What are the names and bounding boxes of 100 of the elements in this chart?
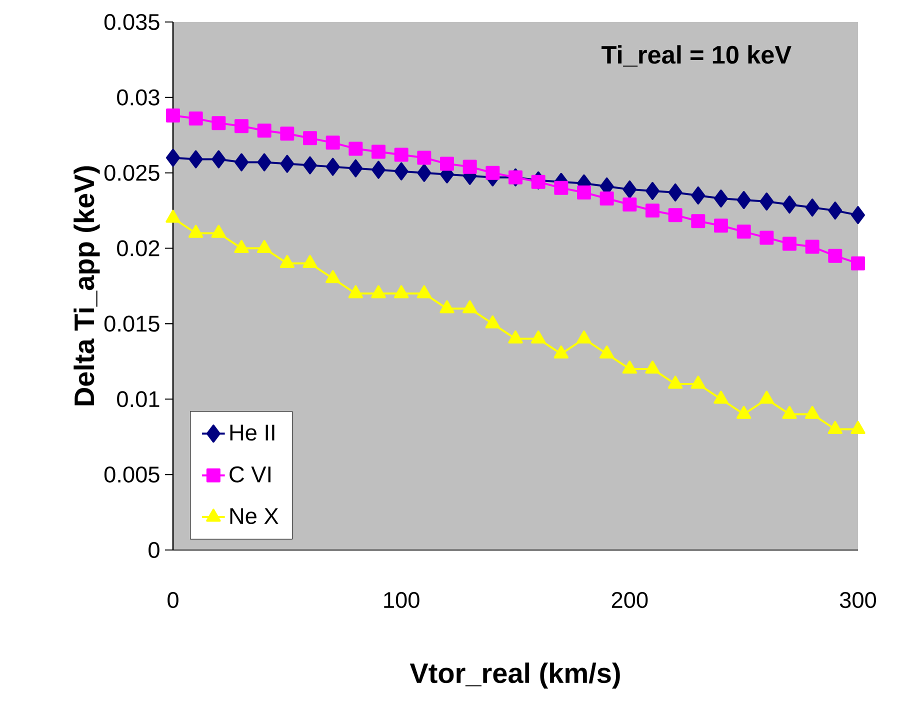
point: [257, 153, 272, 172]
point: [486, 166, 500, 180]
point: [348, 159, 363, 178]
point: [805, 240, 820, 254]
point: [782, 236, 796, 251]
y-tick-label: 0.005: [104, 466, 160, 483]
point: [577, 185, 591, 200]
x-tick-label: 0: [168, 592, 178, 608]
point: [371, 285, 386, 298]
point: [622, 360, 638, 374]
point: [599, 346, 614, 359]
y-axis-title: Delta Ti_app (keV): [74, 166, 100, 406]
y-tick-label: 0.025: [104, 164, 160, 181]
point: [462, 160, 477, 174]
point: [850, 420, 866, 434]
point: [714, 390, 728, 404]
point: [394, 162, 408, 180]
point: [303, 156, 318, 174]
point: [234, 119, 249, 134]
point: [212, 116, 226, 130]
point: [531, 174, 546, 189]
point: [166, 148, 180, 167]
point: [668, 376, 683, 389]
point: [188, 112, 203, 126]
point: [530, 330, 546, 344]
y-tick-label: 0.02: [117, 240, 160, 256]
point: [668, 208, 682, 222]
point: [828, 202, 842, 220]
point: [485, 315, 500, 328]
legend-label: He II: [230, 424, 274, 441]
point: [759, 390, 774, 404]
x-tick-label: 300: [840, 592, 876, 608]
point: [690, 376, 706, 389]
point: [645, 360, 660, 374]
point: [600, 191, 614, 206]
point: [440, 156, 454, 171]
point: [805, 198, 820, 217]
point: [188, 224, 204, 238]
point: [394, 285, 409, 298]
point: [280, 255, 295, 268]
point: [850, 256, 865, 270]
point: [714, 189, 728, 208]
point: [736, 406, 752, 419]
point: [576, 330, 592, 344]
point: [828, 420, 843, 434]
point: [348, 142, 363, 156]
x-tick-label: 200: [612, 592, 648, 608]
point: [554, 180, 568, 195]
point: [256, 240, 272, 253]
point: [280, 154, 294, 173]
point: [257, 124, 272, 138]
point: [280, 126, 294, 141]
point: [303, 131, 318, 146]
point: [828, 248, 842, 263]
point: [326, 136, 340, 150]
y-tick-label: 0.015: [104, 316, 160, 332]
point: [417, 164, 432, 182]
point: [302, 255, 318, 268]
x-axis-title: Vtor_real (km/s): [410, 662, 620, 689]
x-tick-label: 100: [384, 592, 420, 608]
y-tick-label: 0.01: [117, 391, 160, 408]
point: [462, 300, 478, 314]
point: [760, 192, 774, 211]
point: [714, 218, 728, 233]
point: [782, 196, 796, 214]
point: [622, 180, 637, 198]
point: [348, 285, 364, 298]
point: [166, 210, 180, 223]
point: [760, 230, 774, 245]
point: [325, 270, 340, 284]
point: [782, 406, 797, 419]
point: [508, 330, 523, 344]
y-tick-label: 0.035: [104, 14, 160, 30]
point: [166, 108, 180, 123]
point: [394, 148, 408, 162]
legend-label: Ne X: [230, 508, 278, 524]
point: [850, 206, 865, 224]
point: [691, 214, 706, 228]
point: [646, 204, 660, 218]
point: [326, 158, 340, 176]
point: [691, 186, 706, 204]
point: [804, 406, 820, 419]
point: [440, 300, 454, 314]
point: [622, 198, 637, 212]
point: [212, 150, 226, 168]
point: [668, 183, 682, 202]
point: [234, 240, 249, 253]
point: [188, 150, 203, 168]
point: [554, 346, 569, 359]
point: [234, 153, 249, 172]
point: [372, 160, 386, 179]
annotation: Ti_real = 10 keV: [602, 45, 792, 67]
point: [736, 224, 751, 239]
point: [646, 182, 660, 200]
legend-label: C VI: [230, 466, 270, 482]
point: [372, 144, 386, 159]
point: [211, 224, 226, 238]
point: [736, 191, 751, 210]
y-tick-label: 0: [148, 542, 160, 558]
y-tick-label: 0.03: [117, 89, 160, 106]
